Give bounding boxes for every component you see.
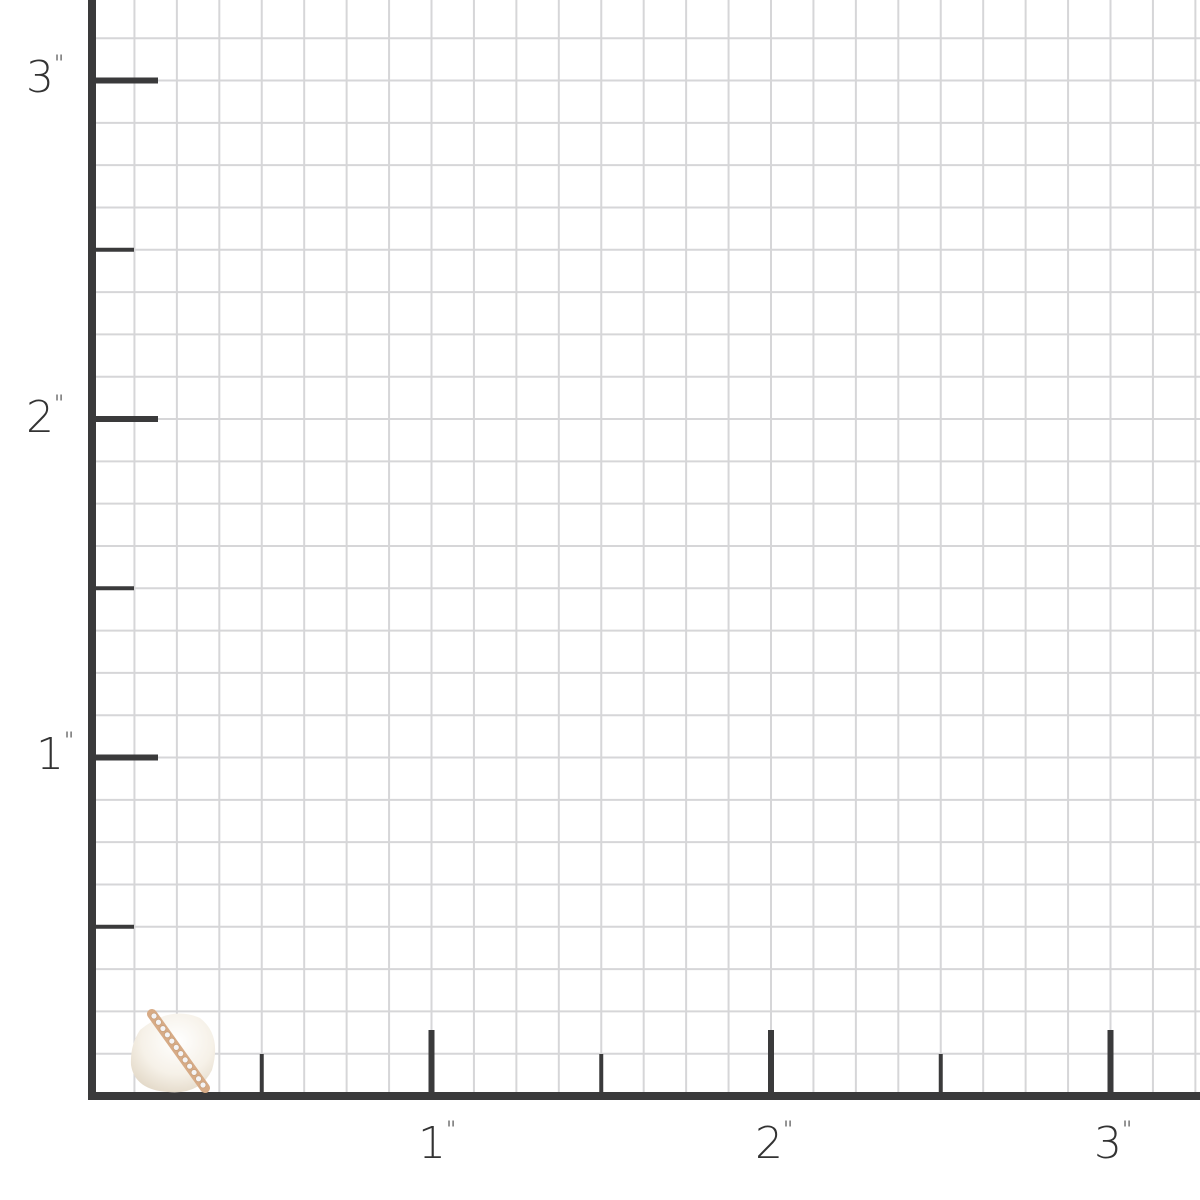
x-label-1: 1" xyxy=(418,1118,457,1169)
x-label-2: 2" xyxy=(755,1118,794,1169)
diamond-stone xyxy=(199,1081,207,1089)
diamond-stone xyxy=(150,1012,158,1020)
diamond-stone xyxy=(168,1037,176,1045)
diamond-stone xyxy=(186,1062,194,1070)
y-label-3: 3" xyxy=(26,52,65,103)
diamond-stone xyxy=(163,1031,171,1039)
y-label-1: 1" xyxy=(36,729,75,780)
diamond-stone xyxy=(177,1050,185,1058)
x-label-3: 3" xyxy=(1094,1118,1133,1169)
diamond-stone xyxy=(190,1069,198,1076)
diamond-stone xyxy=(195,1075,202,1083)
diamond-stone xyxy=(155,1018,162,1026)
y-label-2: 2" xyxy=(26,392,65,443)
diamond-stone xyxy=(159,1025,167,1032)
diamond-stone xyxy=(172,1043,180,1051)
diamond-stone xyxy=(181,1056,189,1064)
